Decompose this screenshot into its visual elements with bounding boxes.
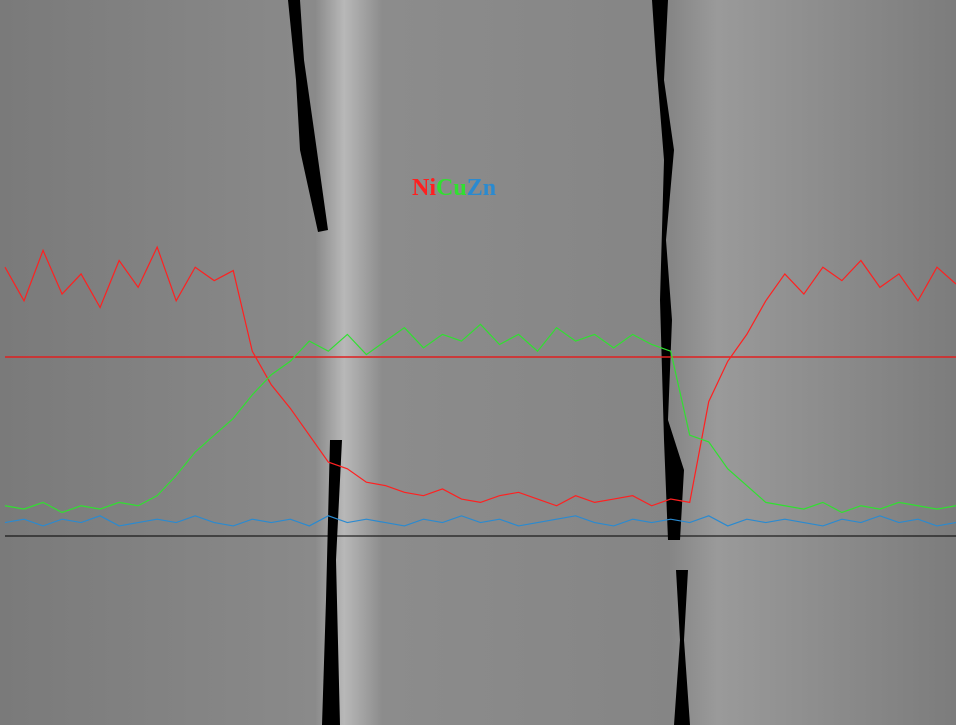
crack-right: [652, 0, 690, 725]
legend-entry: Zn: [467, 175, 496, 201]
series-line: [4, 245, 956, 507]
legend-entry: Ni: [412, 175, 436, 201]
series-lines: [4, 245, 956, 527]
legend: NiCuZn: [412, 175, 496, 201]
series-line: [4, 515, 956, 527]
series-line: [4, 323, 956, 514]
crack-left: [288, 0, 342, 725]
legend-entry: Cu: [436, 175, 467, 201]
